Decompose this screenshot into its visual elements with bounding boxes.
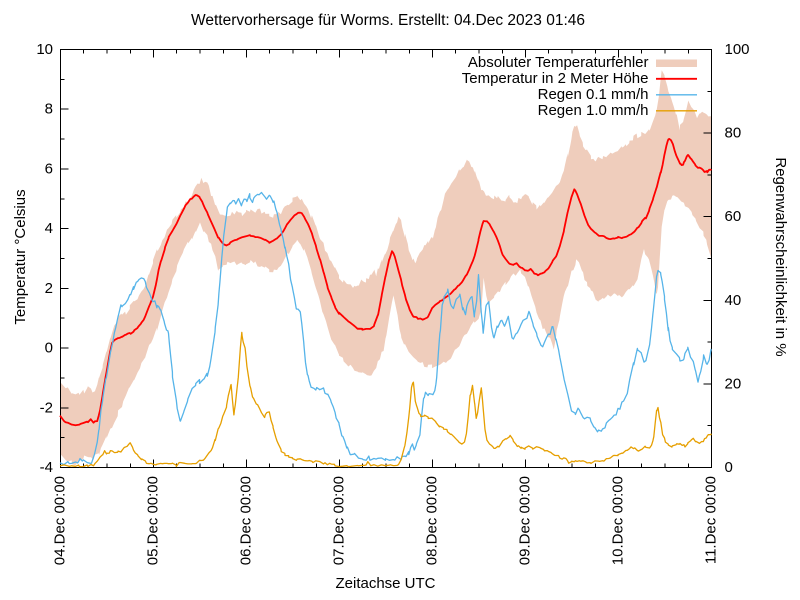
svg-text:60: 60 xyxy=(725,208,742,225)
svg-text:Wettervorhersage für Worms. Er: Wettervorhersage für Worms. Erstellt: 04… xyxy=(191,12,585,29)
svg-text:09.Dec 00:00: 09.Dec 00:00 xyxy=(517,476,534,565)
svg-text:10.Dec 00:00: 10.Dec 00:00 xyxy=(610,476,627,565)
svg-text:10: 10 xyxy=(36,41,53,58)
svg-text:04.Dec 00:00: 04.Dec 00:00 xyxy=(52,476,69,565)
svg-text:4: 4 xyxy=(45,220,53,237)
svg-text:Regen 1.0 mm/h: Regen 1.0 mm/h xyxy=(538,102,649,119)
svg-text:08.Dec 00:00: 08.Dec 00:00 xyxy=(424,476,441,565)
svg-text:07.Dec 00:00: 07.Dec 00:00 xyxy=(331,476,348,565)
svg-text:0: 0 xyxy=(45,340,53,357)
svg-text:6: 6 xyxy=(45,160,53,177)
svg-text:Temperatur °Celsius: Temperatur °Celsius xyxy=(12,189,29,324)
svg-text:20: 20 xyxy=(725,375,742,392)
svg-text:05.Dec 00:00: 05.Dec 00:00 xyxy=(145,476,162,565)
svg-text:Absoluter Temperaturfehler: Absoluter Temperaturfehler xyxy=(468,54,649,71)
svg-text:Zeitachse UTC: Zeitachse UTC xyxy=(335,575,435,592)
svg-text:40: 40 xyxy=(725,292,742,309)
svg-text:Temperatur in 2 Meter Höhe: Temperatur in 2 Meter Höhe xyxy=(462,70,649,87)
svg-text:-4: -4 xyxy=(40,459,53,476)
svg-text:0: 0 xyxy=(725,459,733,476)
svg-text:Regen 0.1 mm/h: Regen 0.1 mm/h xyxy=(538,86,649,103)
svg-text:11.Dec 00:00: 11.Dec 00:00 xyxy=(703,476,720,564)
svg-text:2: 2 xyxy=(45,280,53,297)
svg-text:-2: -2 xyxy=(40,399,53,416)
svg-text:Regenwahrscheinlichkeit in %: Regenwahrscheinlichkeit in % xyxy=(772,157,789,356)
svg-text:100: 100 xyxy=(725,41,750,58)
svg-text:8: 8 xyxy=(45,101,53,118)
svg-text:06.Dec 00:00: 06.Dec 00:00 xyxy=(238,476,255,565)
svg-text:80: 80 xyxy=(725,125,742,142)
